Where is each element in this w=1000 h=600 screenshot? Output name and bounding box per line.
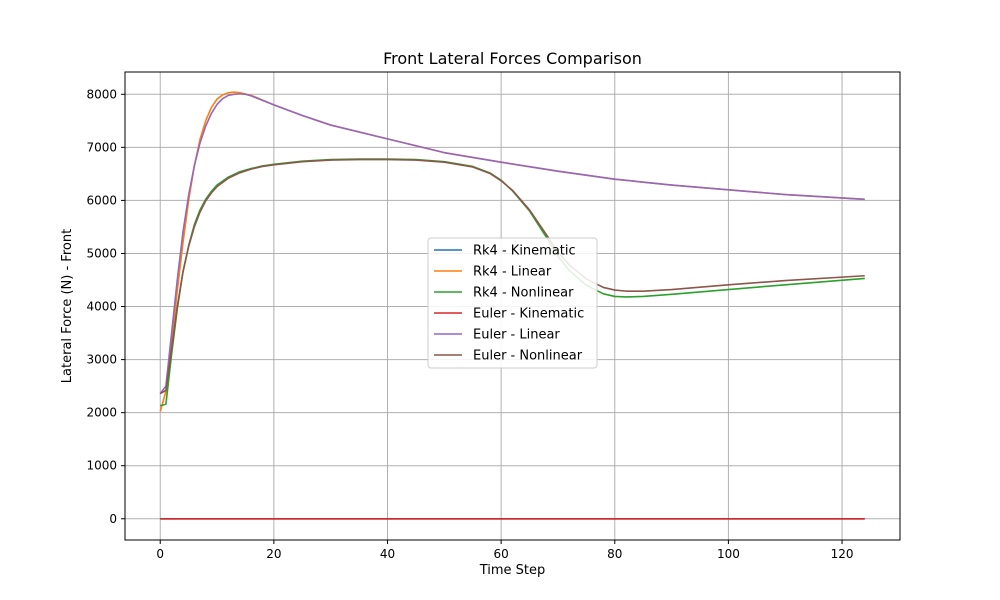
x-tick-label: 20 (266, 547, 281, 561)
y-axis-label: Lateral Force (N) - Front (60, 229, 75, 383)
x-tick-label: 40 (380, 547, 395, 561)
series-layer (159, 91, 865, 520)
x-tick-label: 100 (717, 547, 740, 561)
legend-label: Rk4 - Nonlinear (473, 286, 574, 301)
y-axis: 0 1000 2000 3000 4000 5000 6000 7000 8000 (86, 87, 125, 526)
legend: Rk4 - Kinematic Rk4 - Linear Rk4 - Nonline… (427, 237, 598, 369)
y-tick-label: 1000 (86, 459, 117, 473)
x-tick-label: 80 (607, 547, 622, 561)
y-tick-label: 8000 (86, 87, 117, 101)
x-axis: 0 20 40 60 80 100 120 (156, 540, 853, 561)
legend-label: Rk4 - Linear (473, 265, 552, 280)
x-tick-label: 60 (493, 547, 508, 561)
chart-title: Front Lateral Forces Comparison (383, 49, 642, 68)
series-line-5 (159, 158, 865, 395)
x-tick-label: 120 (831, 547, 854, 561)
legend-box (427, 237, 598, 369)
legend-label: Rk4 - Kinematic (473, 244, 576, 259)
plot-frame (124, 71, 901, 541)
legend-label: Euler - Kinematic (473, 307, 584, 322)
y-tick-label: 0 (109, 512, 117, 526)
y-tick-label: 4000 (86, 300, 117, 314)
legend-label: Euler - Nonlinear (473, 349, 583, 364)
y-tick-label: 5000 (86, 246, 117, 260)
x-tick-label: 0 (156, 547, 164, 561)
legend-label: Euler - Linear (473, 328, 560, 343)
y-tick-label: 2000 (86, 406, 117, 420)
y-tick-label: 3000 (86, 353, 117, 367)
y-tick-label: 6000 (86, 193, 117, 207)
series-line-4 (159, 92, 865, 395)
x-axis-label: Time Step (479, 563, 546, 578)
y-tick-label: 7000 (86, 140, 117, 154)
